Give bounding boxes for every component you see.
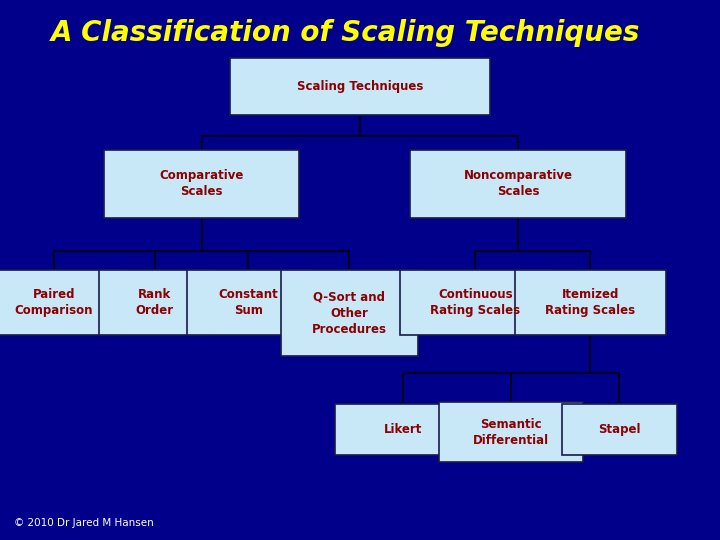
FancyBboxPatch shape bbox=[230, 58, 490, 115]
FancyBboxPatch shape bbox=[515, 270, 666, 335]
FancyBboxPatch shape bbox=[400, 270, 551, 335]
Text: Stapel: Stapel bbox=[598, 423, 641, 436]
Text: Likert: Likert bbox=[384, 423, 423, 436]
Text: Noncomparative
Scales: Noncomparative Scales bbox=[464, 169, 573, 198]
FancyBboxPatch shape bbox=[410, 150, 626, 218]
Text: Paired
Comparison: Paired Comparison bbox=[14, 288, 94, 317]
Text: A Classification of Scaling Techniques: A Classification of Scaling Techniques bbox=[50, 19, 640, 47]
Text: Q-Sort and
Other
Procedures: Q-Sort and Other Procedures bbox=[312, 291, 387, 336]
FancyBboxPatch shape bbox=[439, 402, 583, 462]
FancyBboxPatch shape bbox=[335, 404, 472, 455]
FancyBboxPatch shape bbox=[281, 270, 418, 356]
Text: Rank
Order: Rank Order bbox=[136, 288, 174, 317]
FancyBboxPatch shape bbox=[562, 404, 677, 455]
Text: © 2010 Dr Jared M Hansen: © 2010 Dr Jared M Hansen bbox=[14, 518, 154, 528]
Text: Comparative
Scales: Comparative Scales bbox=[159, 169, 244, 198]
FancyBboxPatch shape bbox=[187, 270, 310, 335]
FancyBboxPatch shape bbox=[0, 270, 122, 335]
Text: Scaling Techniques: Scaling Techniques bbox=[297, 80, 423, 93]
Text: Continuous
Rating Scales: Continuous Rating Scales bbox=[430, 288, 521, 317]
Text: Semantic
Differential: Semantic Differential bbox=[473, 417, 549, 447]
FancyBboxPatch shape bbox=[104, 150, 299, 218]
Text: Constant
Sum: Constant Sum bbox=[219, 288, 278, 317]
FancyBboxPatch shape bbox=[99, 270, 210, 335]
Text: Itemized
Rating Scales: Itemized Rating Scales bbox=[545, 288, 636, 317]
